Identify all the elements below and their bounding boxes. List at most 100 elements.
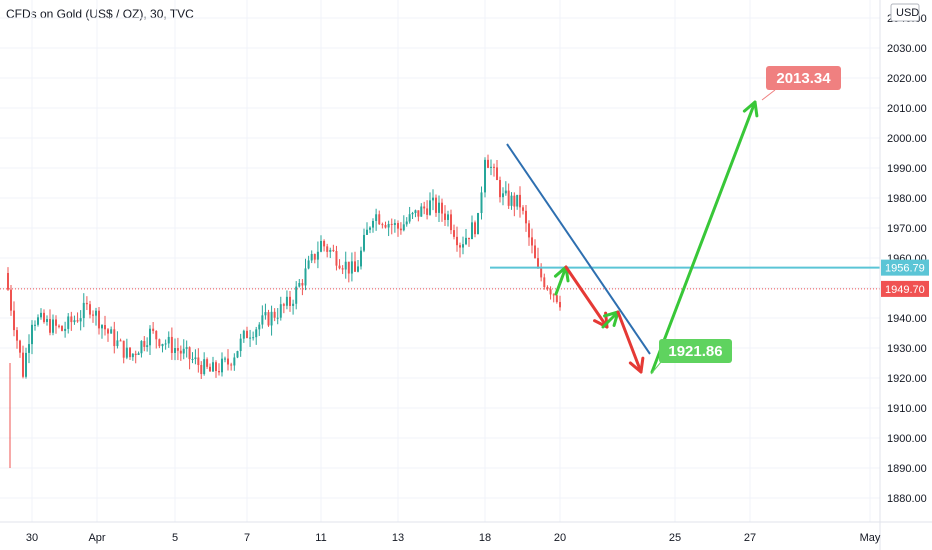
candle-body xyxy=(258,324,261,330)
price-axis: 1880.00 1890.00 1900.00 1910.00 1920.00 1930.… xyxy=(879,0,927,550)
candle-body xyxy=(484,159,486,193)
candle-body xyxy=(92,314,94,316)
candle-body xyxy=(82,302,85,319)
candle-body xyxy=(522,207,524,211)
arrow-down-1 xyxy=(564,265,609,329)
candle-body xyxy=(307,260,310,269)
candle-body xyxy=(113,329,116,347)
candle-body xyxy=(372,220,374,228)
candle-body xyxy=(462,244,464,248)
candle-body xyxy=(354,261,356,272)
candle-body xyxy=(525,210,527,224)
candle-body xyxy=(487,159,489,168)
candle-body xyxy=(252,337,255,339)
arrow-down-2 xyxy=(616,310,643,374)
candle-body xyxy=(393,223,396,225)
candle-body xyxy=(298,283,301,287)
candle-body xyxy=(304,268,307,286)
candle-body xyxy=(61,326,63,331)
candle-body xyxy=(137,353,140,355)
candle-body xyxy=(474,222,476,235)
candle-body xyxy=(255,329,258,338)
candle-body xyxy=(242,330,245,339)
target-low-tag xyxy=(659,339,732,363)
price-tick-label: 1970.00 xyxy=(887,223,927,235)
candle-body xyxy=(101,325,103,329)
candle-body xyxy=(423,206,426,209)
arrow-up-1 xyxy=(554,265,568,296)
candle-body xyxy=(218,370,220,373)
price-tick-label: 2000.00 xyxy=(887,133,927,145)
candle-body xyxy=(295,286,298,304)
arrow-up-2 xyxy=(601,310,620,329)
candle-body xyxy=(363,234,365,251)
grid xyxy=(0,0,880,522)
candle-body xyxy=(215,362,217,371)
candle-body xyxy=(73,320,76,323)
candle-body xyxy=(426,208,429,215)
candle-body xyxy=(188,347,191,360)
candle-body xyxy=(341,268,344,270)
level-price-tag-label: 1956.79 xyxy=(885,263,925,275)
candle-body xyxy=(366,229,368,235)
candle-body xyxy=(76,320,79,322)
candle-body xyxy=(176,348,179,351)
candle-body xyxy=(381,224,384,226)
candle-body xyxy=(194,357,197,360)
candle-body xyxy=(203,359,206,375)
target-low-connector xyxy=(650,361,662,375)
price-tick-label: 2030.00 xyxy=(887,43,927,55)
candle-body xyxy=(292,303,295,306)
candle-body xyxy=(326,246,329,252)
candle-body xyxy=(417,210,420,217)
candle-body xyxy=(146,345,149,347)
candle-body xyxy=(206,359,209,367)
candle-body xyxy=(58,325,60,327)
candle-body xyxy=(270,311,273,326)
candle-body xyxy=(227,358,229,365)
time-tick-label: 30 xyxy=(26,532,38,544)
candle-body xyxy=(504,190,507,194)
candle-body xyxy=(261,315,264,325)
candle-body xyxy=(79,318,82,322)
candle-body xyxy=(200,365,203,375)
candle-body xyxy=(499,180,501,198)
candle-body xyxy=(119,340,122,342)
candle-body xyxy=(19,340,21,353)
arrow-down-2-head xyxy=(628,356,645,374)
candle-body xyxy=(185,347,188,349)
time-tick-label: 13 xyxy=(392,532,404,544)
candle-body xyxy=(134,353,137,355)
price-tick-label: 1920.00 xyxy=(887,373,927,385)
candle-body xyxy=(98,310,100,329)
candle-body xyxy=(209,366,211,372)
candle-body xyxy=(459,245,461,248)
time-axis: 30 Apr 5 7 11 13 18 20 25 27 May xyxy=(0,521,932,544)
candle-body xyxy=(338,265,341,269)
candle-body xyxy=(496,167,498,181)
candle-body xyxy=(552,294,555,296)
last-price-tag xyxy=(881,280,929,297)
candle-body xyxy=(167,336,170,344)
price-tick-label: 2010.00 xyxy=(887,103,927,115)
candle-body xyxy=(285,296,288,306)
candle-body xyxy=(131,353,134,358)
candle-body xyxy=(534,245,536,259)
candle-body xyxy=(390,223,393,225)
candle-body xyxy=(502,193,504,198)
candle-body xyxy=(31,324,33,345)
time-tick-label: 7 xyxy=(244,532,250,544)
candle-body xyxy=(13,310,15,331)
candle-body xyxy=(16,330,18,341)
candle-body xyxy=(25,352,27,377)
candle-body xyxy=(456,236,458,246)
candle-body xyxy=(429,200,431,215)
time-tick-label: 25 xyxy=(669,532,681,544)
candles xyxy=(7,154,561,468)
candle-body xyxy=(549,289,552,295)
candle-body xyxy=(531,237,533,246)
candle-body xyxy=(273,311,276,318)
candle-body xyxy=(471,222,473,240)
candle-body xyxy=(212,362,214,372)
